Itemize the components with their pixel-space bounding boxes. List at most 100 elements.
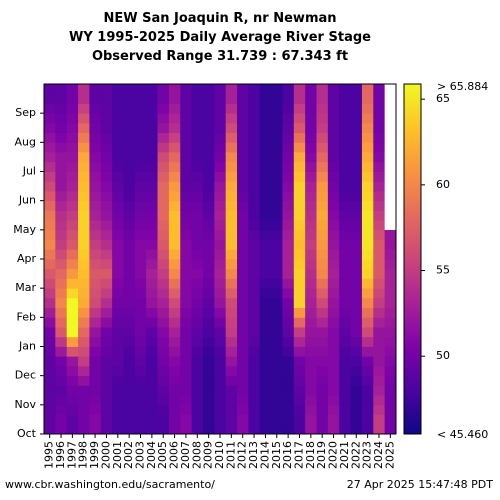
heat-cell [78, 200, 90, 211]
heat-cell [282, 113, 295, 124]
heat-cell [146, 93, 158, 104]
heat-cell [305, 288, 317, 299]
heat-cell [327, 93, 340, 104]
y-tick-label: Jul [22, 165, 36, 178]
heat-cell [134, 103, 147, 114]
heat-cell [191, 268, 204, 279]
heat-cell [384, 414, 397, 425]
heat-cell [282, 278, 295, 289]
heat-cell [78, 327, 90, 338]
heat-cell [66, 103, 79, 114]
heat-cell [44, 142, 56, 153]
heat-cell [100, 181, 113, 192]
heat-cell [157, 152, 170, 163]
heat-cell [384, 268, 397, 279]
heat-cell [100, 190, 113, 202]
heat-cell [100, 84, 113, 95]
x-tick-label: 2013 [247, 441, 260, 469]
heat-cell [112, 365, 124, 377]
heat-cell [78, 288, 90, 299]
y-tick-label: Oct [17, 427, 37, 440]
heat-cell [248, 278, 261, 289]
heat-cell [100, 336, 113, 347]
heat-cell [180, 356, 193, 367]
heat-cell [168, 132, 181, 143]
heat-cell [78, 142, 90, 153]
heat-cell [373, 385, 386, 396]
heat-cell [316, 395, 329, 406]
heat-cell [134, 113, 147, 124]
heat-cell [112, 142, 124, 153]
heat-cell [78, 239, 90, 250]
heat-cell [100, 375, 113, 386]
heat-cell [66, 414, 79, 425]
heat-cell [327, 424, 340, 435]
heat-cell [180, 171, 193, 182]
heat-cell [373, 365, 386, 377]
heat-cell [271, 113, 283, 124]
heat-cell [316, 288, 329, 299]
heat-cell [316, 356, 329, 367]
heat-cell [259, 356, 272, 367]
heat-cell [123, 327, 136, 338]
heat-cell [202, 93, 215, 104]
heat-cell [225, 424, 238, 435]
heat-cell [202, 327, 215, 338]
heat-cell [180, 365, 193, 377]
heat-cell [180, 103, 193, 114]
heat-cell [259, 161, 272, 172]
heat-cell [327, 385, 340, 396]
heat-cell [168, 103, 181, 114]
heat-cell [146, 200, 158, 211]
heat-cell [305, 365, 317, 377]
heat-cell [361, 113, 374, 124]
heat-cell [237, 385, 249, 396]
heat-cell [66, 220, 79, 231]
heat-cell [44, 307, 56, 318]
heat-cell [66, 278, 79, 289]
heat-cell [112, 346, 124, 357]
heat-cell [373, 239, 386, 250]
heat-cell [237, 152, 249, 163]
heat-cell [112, 375, 124, 386]
heat-cell [44, 404, 56, 415]
heat-cell [134, 278, 147, 289]
heat-cell [100, 404, 113, 415]
y-tick-label: Apr [17, 252, 37, 265]
heat-cell [66, 171, 79, 182]
heat-cell [248, 161, 261, 172]
heat-cell [293, 132, 306, 143]
heat-cell [191, 346, 204, 357]
heat-cell [123, 356, 136, 367]
heat-cell [384, 278, 397, 289]
x-tick-label: 2020 [327, 441, 340, 469]
heat-cell [168, 404, 181, 415]
y-tick-label: Nov [15, 398, 37, 411]
heat-cell [237, 288, 249, 299]
heat-cell [339, 93, 351, 104]
heat-cell [66, 268, 79, 279]
heat-cell [225, 404, 238, 415]
heat-cell [316, 93, 329, 104]
heat-cell [384, 365, 397, 377]
heat-cell [373, 122, 386, 134]
heat-cell [55, 327, 68, 338]
heat-cell [316, 132, 329, 143]
heat-cell [202, 161, 215, 172]
heat-cell [214, 239, 227, 250]
heat-cell [146, 132, 158, 143]
heat-cell [100, 249, 113, 260]
heat-cell [157, 210, 170, 221]
heat-cell [327, 297, 340, 309]
heat-cell [146, 210, 158, 221]
heat-cell [78, 268, 90, 279]
heat-cell [89, 210, 102, 221]
heat-cell [112, 327, 124, 338]
heat-cell [373, 171, 386, 182]
heat-cell [373, 152, 386, 163]
heat-cell [191, 356, 204, 367]
x-tick-label: 2010 [213, 441, 226, 469]
heat-cell [157, 404, 170, 415]
heat-cell [361, 220, 374, 231]
heat-cell [259, 404, 272, 415]
